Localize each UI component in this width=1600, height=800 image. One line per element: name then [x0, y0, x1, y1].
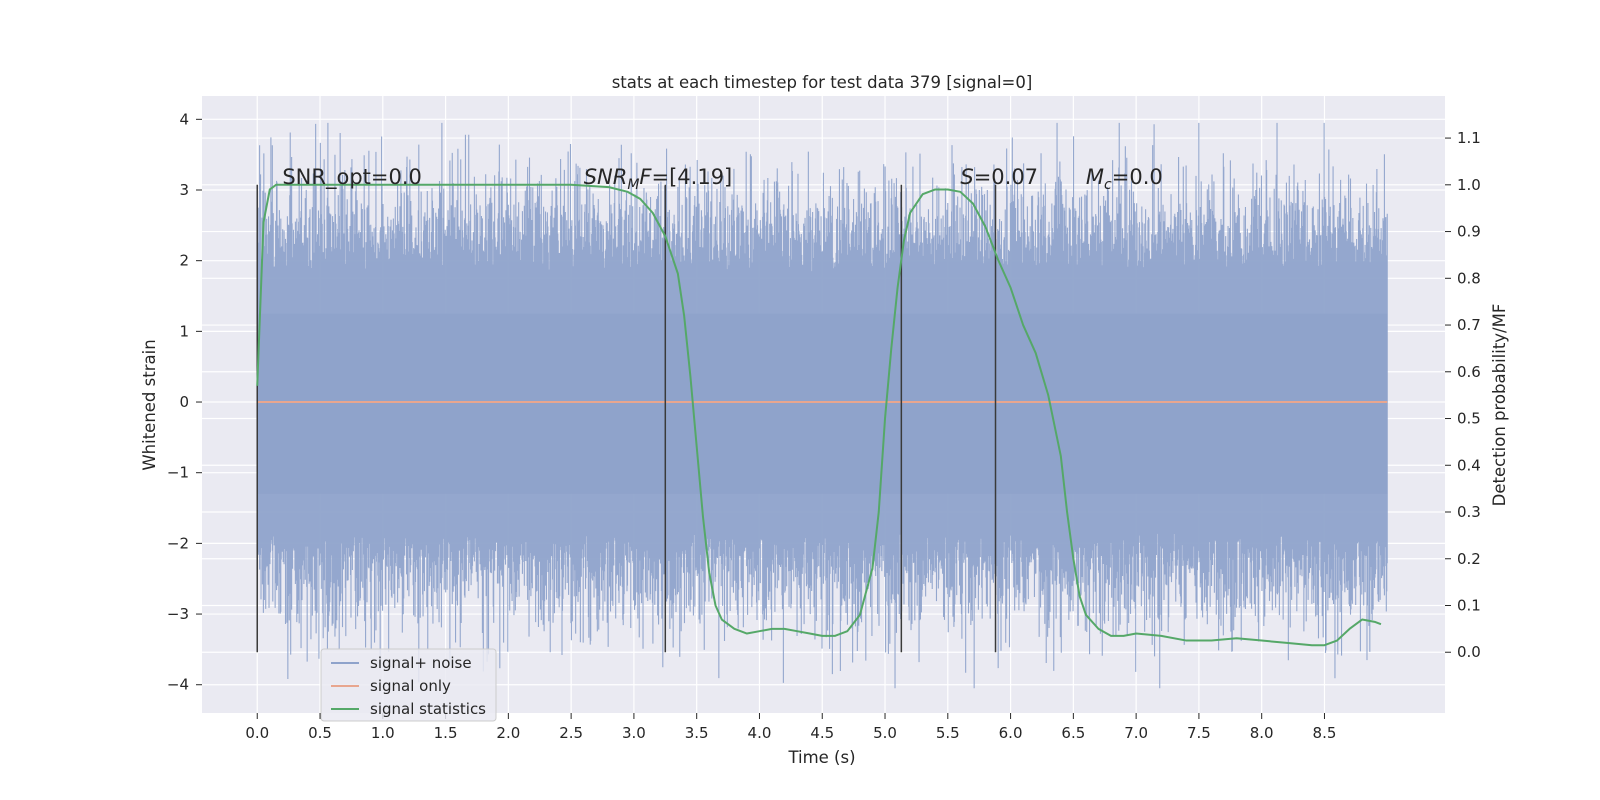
annotation-text: Mc=0.0: [1086, 165, 1163, 193]
x-tick-label: 6.0: [999, 724, 1023, 742]
left-y-tick-label: −3: [167, 605, 189, 623]
annotation-text: S=0.07: [960, 165, 1038, 189]
x-tick-label: 6.5: [1061, 724, 1085, 742]
left-y-axis-label: Whitened strain: [140, 339, 159, 470]
x-tick-label: 7.5: [1187, 724, 1211, 742]
x-tick-label: 4.5: [810, 724, 834, 742]
x-tick-label: 8.5: [1313, 724, 1337, 742]
chart-title: stats at each timestep for test data 379…: [612, 73, 1033, 92]
left-y-tick-label: 2: [179, 252, 189, 270]
annotation-part: SNR_opt=0.0: [282, 165, 422, 190]
x-tick-label: 0.5: [308, 724, 332, 742]
left-y-tick-label: −1: [167, 464, 189, 482]
left-y-axis-ticks: 4 3 2 1 0 −1 −2 −3 −4: [167, 110, 202, 694]
right-y-axis-ticks: 1.1 1.0 0.9 0.8 0.7 0.6 0.5 0.4 0.3 0.2 0.1 0.0: [1445, 129, 1481, 661]
left-y-tick-label: 3: [179, 181, 189, 199]
legend-box: [320, 648, 497, 722]
left-y-tick-label: 1: [179, 322, 189, 340]
legend-label-signal-only: signal only: [370, 677, 451, 695]
right-y-tick-label: 0.1: [1457, 596, 1481, 614]
x-axis-ticks: 0.0 0.5 1.0 1.5 2.0 2.5 3.0 3.5 4.0 4.5 5.0 5.5 6.0 6…: [245, 713, 1336, 742]
x-tick-label: 3.5: [685, 724, 709, 742]
right-y-tick-label: 0.7: [1457, 316, 1481, 334]
x-axis-label: Time (s): [787, 748, 855, 767]
left-y-tick-label: −2: [167, 534, 189, 552]
right-y-tick-label: 0.8: [1457, 269, 1481, 287]
signal-statistics-line: [256, 183, 1382, 647]
annotation-part: F: [639, 165, 652, 189]
annotation-text: SNRMF=[4.19]: [584, 165, 733, 193]
x-tick-label: 5.0: [873, 724, 897, 742]
right-y-tick-label: 1.1: [1457, 129, 1481, 147]
annotation-part: M: [627, 177, 639, 193]
x-tick-label: 0.0: [245, 724, 269, 742]
annotation-part: =[4.19]: [652, 165, 733, 189]
x-tick-label: 3.0: [622, 724, 646, 742]
legend: signal+ noise signal only signal statist…: [320, 648, 497, 722]
right-y-tick-label: 0.4: [1457, 456, 1481, 474]
annotation-part: c: [1104, 177, 1112, 193]
right-y-tick-label: 0.3: [1457, 503, 1481, 521]
annotation-part: =0.0: [1112, 165, 1163, 189]
right-y-tick-label: 0.5: [1457, 410, 1481, 428]
left-y-tick-label: −4: [167, 676, 189, 694]
right-y-tick-label: 0.2: [1457, 550, 1481, 568]
x-tick-label: 4.0: [748, 724, 772, 742]
x-tick-label: 2.0: [496, 724, 520, 742]
annotation-part: M: [1086, 165, 1104, 189]
right-y-tick-label: 0.9: [1457, 223, 1481, 241]
signal-statistics-series: [256, 183, 1382, 647]
annotation-text: SNR_opt=0.0: [282, 165, 422, 190]
annotation-part: =0.07: [974, 165, 1038, 189]
signal-noise-series: [256, 122, 1388, 689]
x-tick-label: 8.0: [1250, 724, 1274, 742]
x-tick-label: 2.5: [559, 724, 583, 742]
x-tick-label: 5.5: [936, 724, 960, 742]
left-y-tick-label: 0: [179, 393, 189, 411]
annotation-part: SNR: [584, 165, 628, 189]
x-tick-label: 1.0: [371, 724, 395, 742]
right-y-tick-label: 0.0: [1457, 643, 1481, 661]
right-y-tick-label: 1.0: [1457, 176, 1481, 194]
annotation-part: S: [960, 165, 973, 189]
left-y-tick-label: 4: [179, 110, 189, 128]
x-tick-label: 7.0: [1124, 724, 1148, 742]
annotations: SNR_opt=0.0 SNRMF=[4.19] S=0.07 Mc=0.0: [282, 165, 1162, 193]
legend-label-signal-statistics: signal statistics: [370, 700, 486, 718]
legend-label-signal-noise: signal+ noise: [370, 654, 472, 672]
right-y-tick-label: 0.6: [1457, 363, 1481, 381]
right-y-axis-label: Detection probability/MF: [1490, 304, 1509, 507]
x-tick-label: 1.5: [434, 724, 458, 742]
signal-noise-core: [257, 313, 1388, 494]
